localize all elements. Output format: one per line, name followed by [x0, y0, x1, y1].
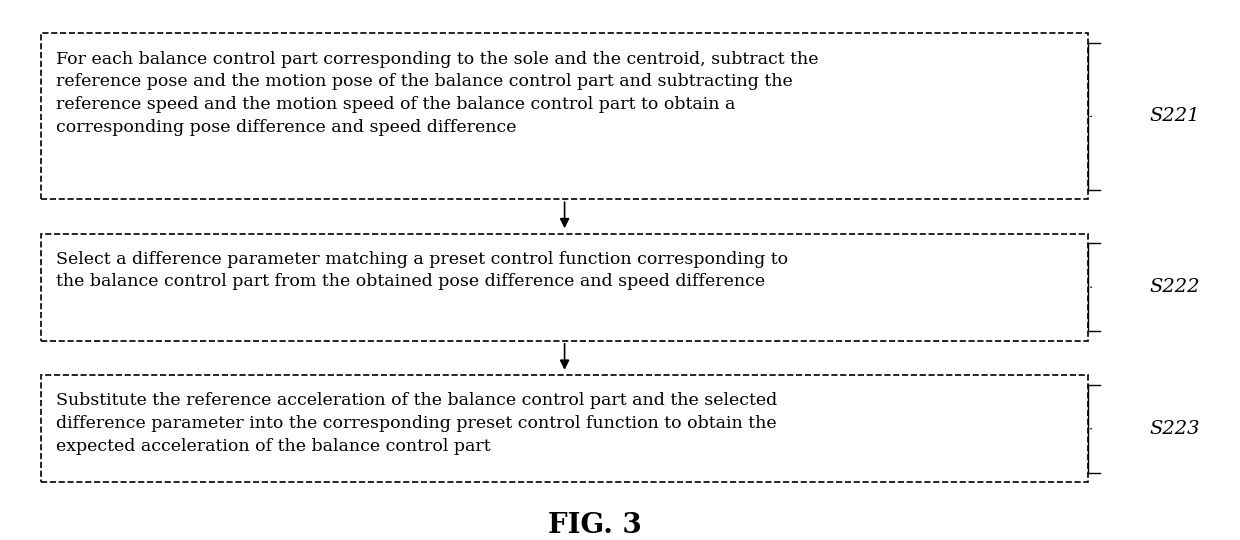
FancyBboxPatch shape — [41, 375, 1087, 482]
Text: Substitute the reference acceleration of the balance control part and the select: Substitute the reference acceleration of… — [56, 392, 777, 455]
Text: For each balance control part corresponding to the sole and the centroid, subtra: For each balance control part correspond… — [56, 51, 818, 136]
FancyBboxPatch shape — [41, 33, 1087, 199]
Text: S222: S222 — [1149, 278, 1200, 296]
Text: S223: S223 — [1149, 420, 1200, 438]
Text: S221: S221 — [1149, 107, 1200, 125]
Text: FIG. 3: FIG. 3 — [548, 512, 642, 539]
FancyBboxPatch shape — [41, 233, 1087, 341]
Text: Select a difference parameter matching a preset control function corresponding t: Select a difference parameter matching a… — [56, 251, 789, 291]
